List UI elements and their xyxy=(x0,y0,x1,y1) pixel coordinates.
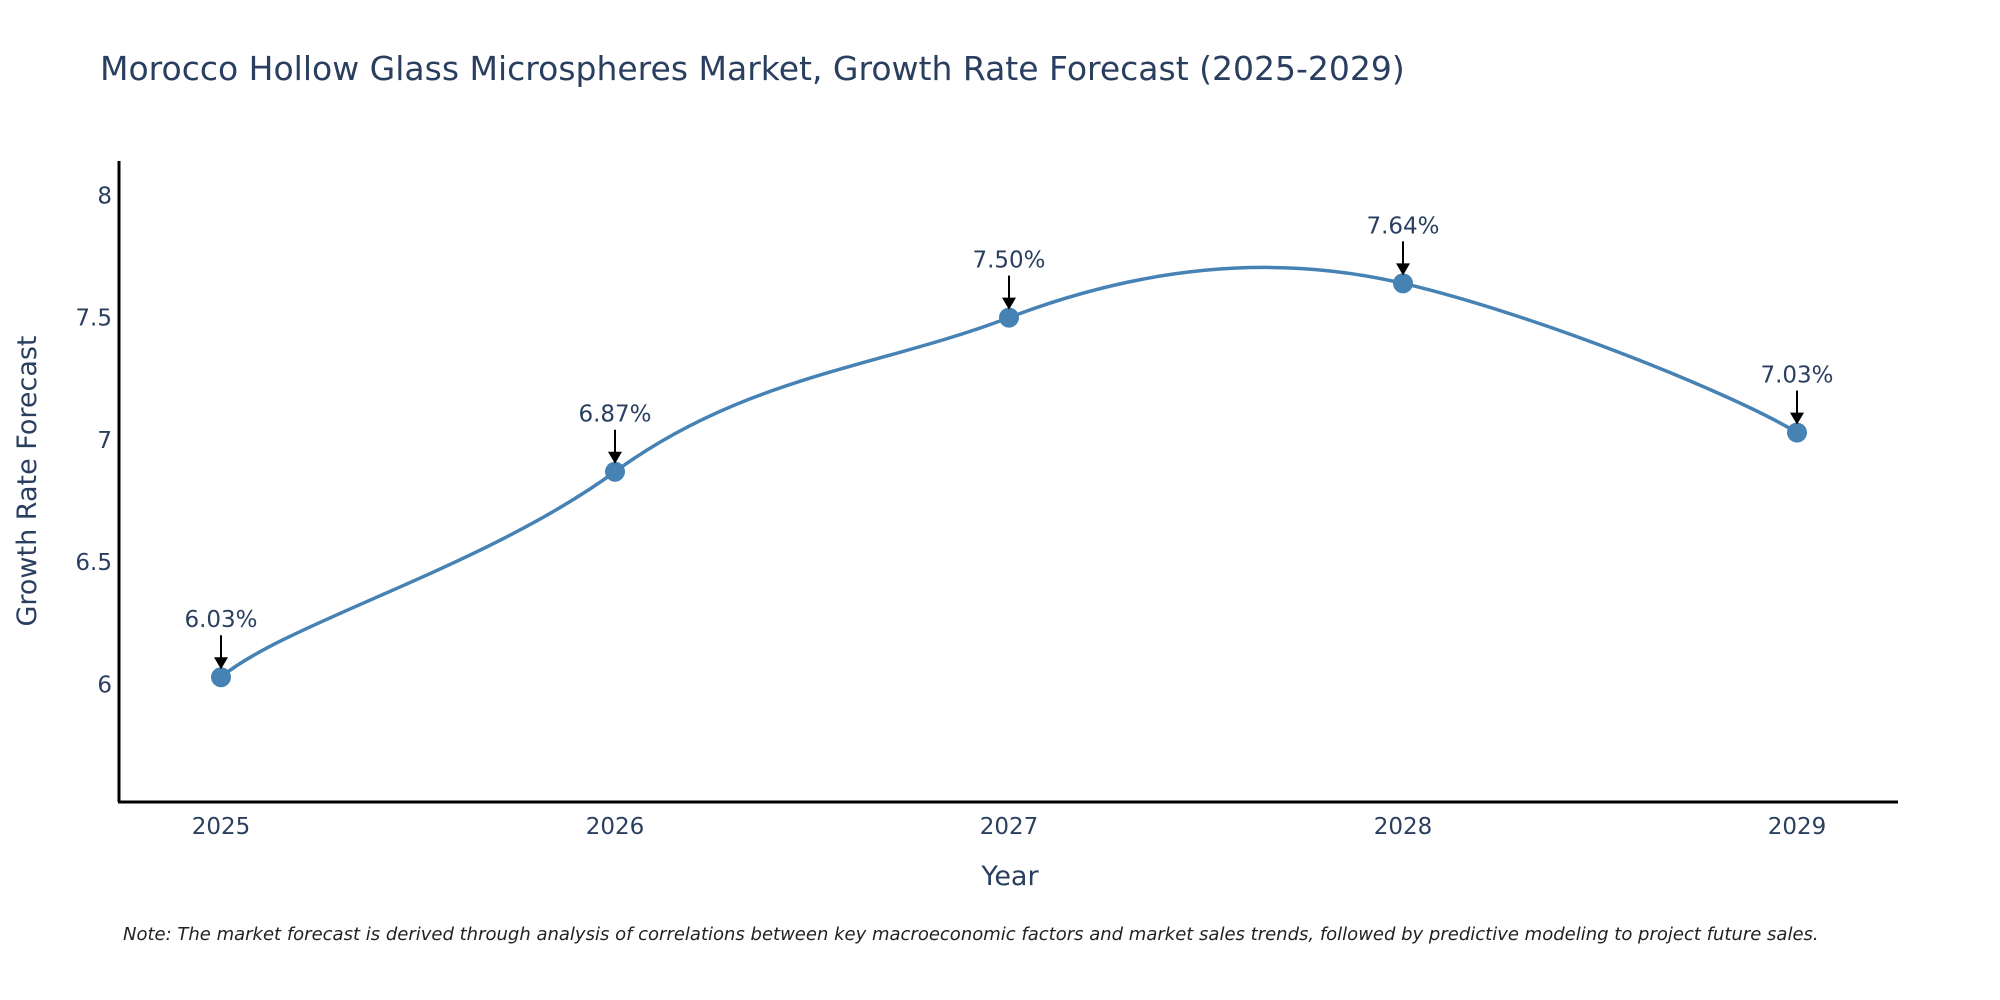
chart-title: Morocco Hollow Glass Microspheres Market… xyxy=(100,49,1405,88)
x-axis-title: Year xyxy=(980,861,1039,892)
x-tick-label: 2025 xyxy=(192,814,251,840)
y-axis-title: Growth Rate Forecast xyxy=(12,335,43,626)
y-tick-label: 8 xyxy=(97,183,112,209)
y-tick-label: 6.5 xyxy=(75,550,112,576)
data-point xyxy=(1787,422,1807,443)
data-point xyxy=(605,461,625,482)
data-point xyxy=(211,667,231,688)
annotation-arrow-head xyxy=(608,451,622,464)
x-tick-label: 2026 xyxy=(586,814,645,840)
annotation-arrow-head xyxy=(1002,297,1016,310)
annotation-arrow-head xyxy=(1396,263,1410,276)
series-line xyxy=(219,265,1798,679)
y-tick-label: 7 xyxy=(97,428,112,454)
annotation-arrow-head xyxy=(214,657,228,670)
x-axis-ticks: 2025 2026 2027 2028 2029 xyxy=(192,814,1827,840)
y-axis-ticks: 6 6.5 7 7.5 8 xyxy=(75,183,112,698)
y-tick-label: 6 xyxy=(97,673,112,699)
data-point xyxy=(999,307,1019,328)
x-tick-label: 2028 xyxy=(1374,814,1433,840)
data-label: 7.64% xyxy=(1366,213,1439,239)
data-label: 6.03% xyxy=(184,607,257,633)
data-point xyxy=(1393,273,1413,294)
x-tick-label: 2027 xyxy=(980,814,1039,840)
annotation-arrow-head xyxy=(1790,412,1804,425)
data-label: 6.87% xyxy=(578,402,651,428)
data-label: 7.03% xyxy=(1760,363,1833,389)
data-label: 7.50% xyxy=(972,248,1045,274)
x-tick-label: 2029 xyxy=(1768,814,1827,840)
data-points xyxy=(211,273,1807,688)
y-tick-label: 7.5 xyxy=(75,306,112,332)
data-labels: 6.03% 6.87% 7.50% 7.64% 7.03% xyxy=(184,213,1834,670)
footnote: Note: The market forecast is derived thr… xyxy=(123,924,1819,945)
